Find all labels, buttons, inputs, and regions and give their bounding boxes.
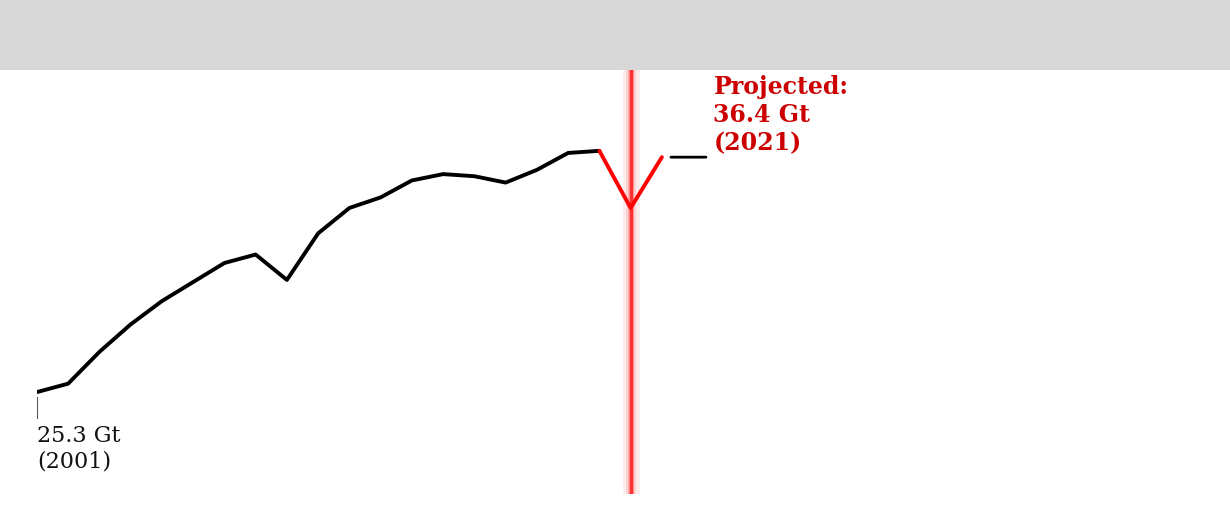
Title: Global Fossil Carbon Dioxide (billion tonnes, Gt): Global Fossil Carbon Dioxide (billion to…	[200, 34, 1030, 64]
Text: Projected:
36.4 Gt
(2021): Projected: 36.4 Gt (2021)	[713, 75, 849, 155]
Text: 25.3 Gt
(2001): 25.3 Gt (2001)	[37, 424, 121, 471]
